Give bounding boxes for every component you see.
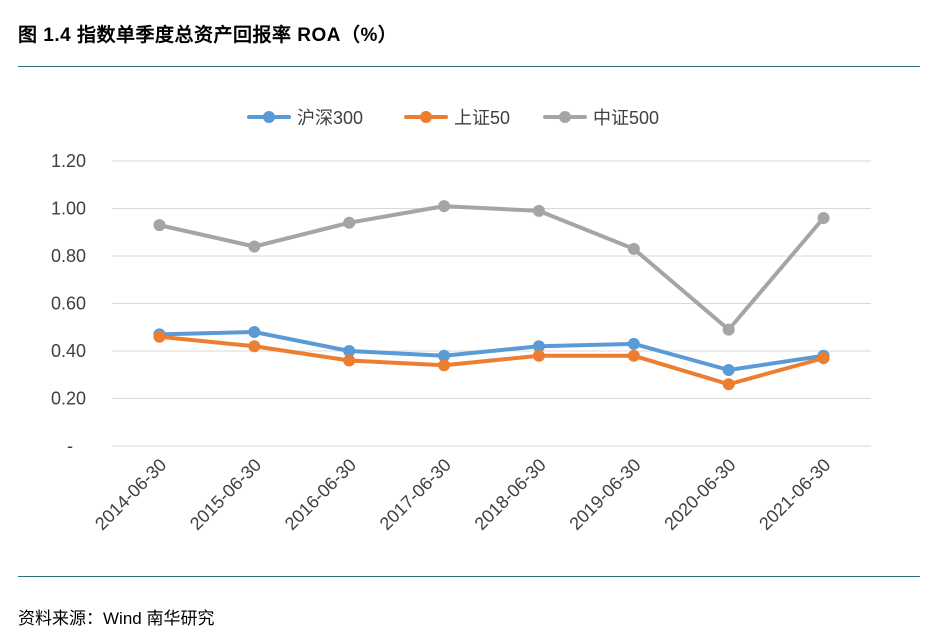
x-axis-ticks: 2014-06-30 2015-06-30 2016-06-30 2017-06-30… [91, 455, 834, 534]
legend-swatch-marker [420, 111, 432, 123]
series-lines [153, 200, 830, 391]
data-point [532, 340, 545, 353]
legend-label: 上证50 [454, 108, 510, 128]
source-note: 资料来源：Wind 南华研究 [18, 609, 215, 628]
x-tick-label: 2017-06-30 [376, 455, 455, 534]
data-point [248, 240, 261, 253]
data-point [343, 216, 356, 229]
legend-swatch-marker [263, 111, 275, 123]
y-tick-label: 0.60 [51, 294, 86, 314]
x-tick-label: 2015-06-30 [186, 455, 265, 534]
data-point [343, 345, 356, 357]
data-point [817, 212, 830, 224]
y-tick-label: 0.40 [51, 341, 86, 361]
y-tick-label: 0.80 [51, 246, 86, 266]
data-point [153, 219, 166, 232]
x-tick-label: 2019-06-30 [565, 455, 644, 534]
x-tick-label: 2016-06-30 [281, 455, 360, 534]
data-point [722, 323, 735, 336]
y-axis-ticks: - 0.20 0.40 0.60 0.80 1.00 1.20 [51, 151, 86, 456]
x-tick-label: 2018-06-30 [471, 455, 550, 534]
legend-label: 中证500 [593, 108, 659, 128]
data-point [248, 340, 261, 353]
x-tick-label: 2021-06-30 [755, 455, 834, 534]
series-line-3 [157, 204, 826, 332]
series-line-2 [157, 334, 826, 387]
data-point [627, 242, 640, 255]
y-tick-label: 0.20 [51, 389, 86, 409]
y-tick-label: 1.00 [51, 199, 86, 219]
data-point [248, 326, 261, 338]
legend-swatch-marker [559, 111, 571, 123]
data-point [532, 349, 545, 362]
data-point [722, 364, 735, 376]
data-point [438, 200, 451, 213]
data-point [722, 378, 735, 391]
x-tick-label: 2014-06-30 [91, 455, 170, 534]
data-point [627, 337, 640, 350]
y-tick-label: 1.20 [51, 151, 86, 171]
data-point [438, 349, 451, 362]
data-point [438, 359, 451, 372]
bottom-divider [18, 576, 920, 577]
data-point [627, 349, 640, 362]
series-line-1 [157, 330, 826, 372]
data-point [532, 204, 545, 217]
figure-title: 图 1.4 指数单季度总资产回报率 ROA（%） [18, 25, 398, 46]
gridlines [112, 160, 871, 447]
legend: 沪深300 上证50 中证500 [247, 108, 659, 128]
top-divider [18, 66, 920, 67]
data-point [817, 352, 830, 365]
x-tick-label: 2020-06-30 [660, 455, 739, 534]
legend-label: 沪深300 [297, 108, 363, 128]
data-point [343, 354, 356, 367]
y-tick-label: - [67, 436, 73, 456]
data-point [153, 330, 166, 343]
